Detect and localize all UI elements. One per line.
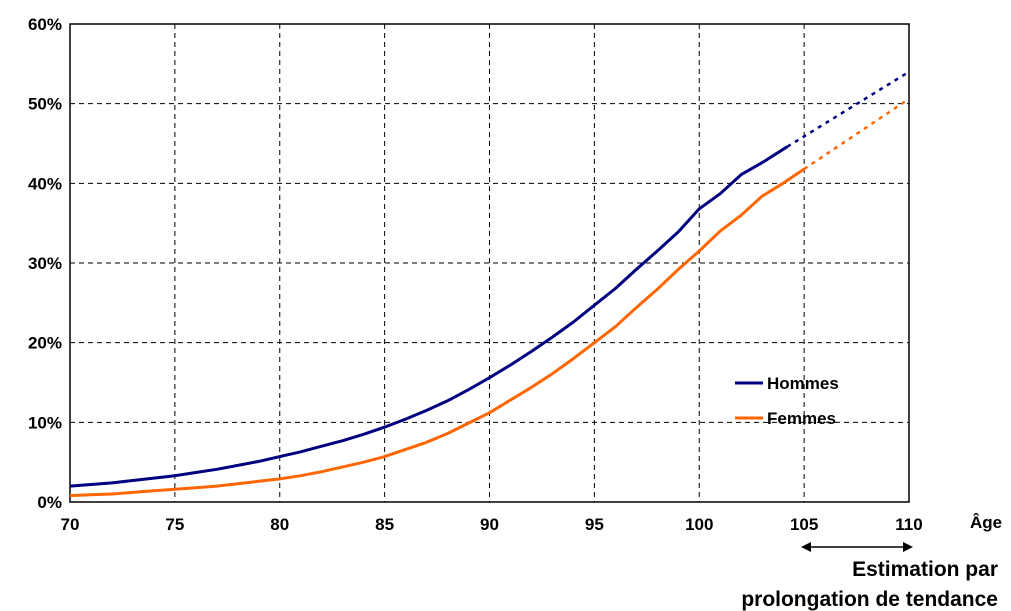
y-tick-label: 50% (28, 95, 62, 114)
projection-note-line2: prolongation de tendance (741, 588, 998, 611)
y-tick-label: 20% (28, 334, 62, 353)
y-tick-label: 60% (28, 15, 62, 34)
x-tick-label: 75 (165, 515, 184, 534)
y-tick-label: 40% (28, 174, 62, 193)
series-projection-hommes (786, 70, 910, 148)
series-projection-femmes (803, 97, 910, 171)
x-tick-label: 80 (270, 515, 289, 534)
y-tick-label: 0% (37, 493, 62, 512)
series-line-femmes (69, 167, 805, 498)
x-tick-label: 90 (480, 515, 499, 534)
series-lines (69, 70, 910, 498)
projection-range-arrow (801, 542, 913, 552)
legend-label-femmes: Femmes (767, 409, 836, 428)
x-tick-label: 100 (685, 515, 713, 534)
legend: Hommes Femmes (735, 374, 839, 428)
x-tick-label: 110 (895, 515, 922, 534)
x-tick-label: 95 (585, 515, 604, 534)
x-tick-label: 70 (61, 515, 80, 534)
x-tick-label: 105 (790, 515, 818, 534)
y-axis-ticks: 0% 10% 20% 30% 40% 50% 60% (28, 15, 62, 512)
series-line-hommes (69, 145, 789, 488)
legend-label-hommes: Hommes (767, 374, 839, 393)
x-axis-ticks: 70 75 80 85 90 95 100 105 110 (61, 515, 923, 534)
y-tick-label: 30% (28, 254, 62, 273)
gridlines (70, 24, 909, 502)
x-axis-label: Âge (970, 513, 1002, 532)
y-tick-label: 10% (28, 413, 62, 432)
projection-note-line1: Estimation par (852, 558, 998, 581)
x-tick-label: 85 (375, 515, 394, 534)
